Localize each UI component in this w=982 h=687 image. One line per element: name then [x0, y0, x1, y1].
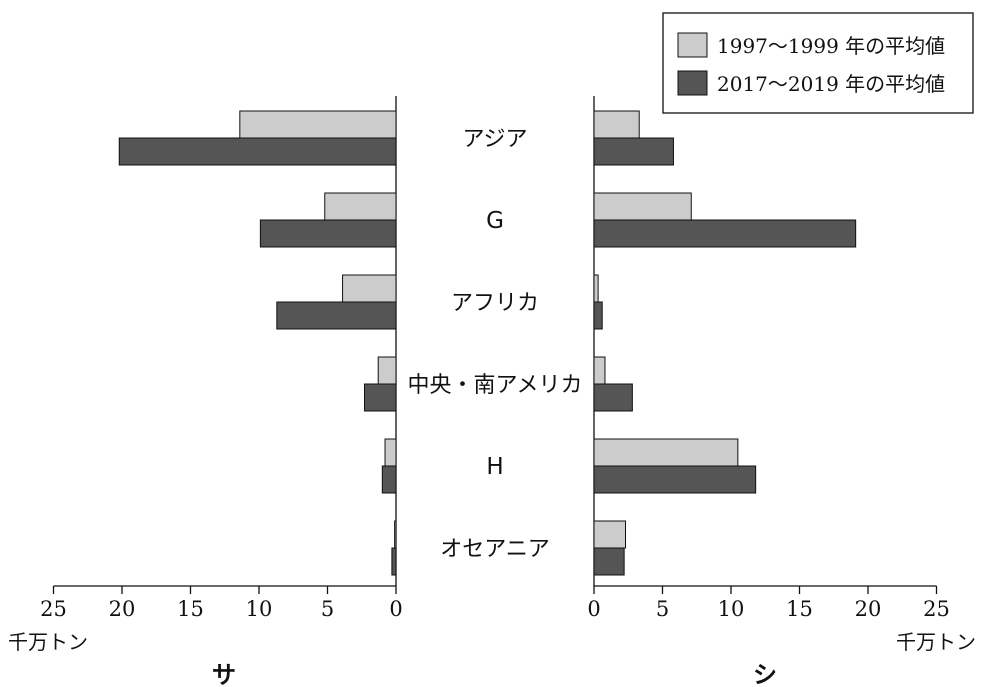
bar-panel-2-series-2 — [593, 465, 757, 494]
bar-panel-1-series-1 — [324, 192, 397, 221]
legend-box — [662, 12, 974, 114]
bar-panel-2-series-2 — [593, 547, 625, 576]
bar-panel-2-series-1 — [593, 192, 692, 221]
legend-swatch — [677, 32, 708, 58]
tick-label: 15 — [786, 597, 813, 621]
tick-label: 10 — [718, 597, 745, 621]
bar-panel-2-series-1 — [593, 438, 739, 467]
tick-label: 25 — [40, 597, 67, 621]
tick-label: 5 — [321, 597, 334, 621]
bar-panel-1-series-2 — [118, 137, 397, 166]
tick-label: 20 — [855, 597, 882, 621]
tick-label: 0 — [587, 597, 600, 621]
category-label: G — [486, 208, 504, 234]
bar-panel-1-series-1 — [342, 274, 397, 303]
bar-panel-1-series-2 — [276, 301, 397, 330]
category-label: H — [486, 454, 503, 480]
bar-panel-2-series-2 — [593, 137, 674, 166]
left-unit-label: 千万トン — [8, 630, 88, 654]
bar-panel-2-series-1 — [593, 110, 640, 139]
bar-panel-1-series-2 — [259, 219, 397, 248]
legend-swatch — [677, 70, 708, 96]
tick-label: 0 — [389, 597, 402, 621]
bar-panel-1-series-1 — [394, 520, 397, 549]
category-label: 中央・南アメリカ — [408, 373, 583, 398]
tick-label: 20 — [109, 597, 136, 621]
tick-label: 15 — [177, 597, 204, 621]
tick-label: 25 — [923, 597, 950, 621]
right-unit-label: 千万トン — [896, 630, 976, 654]
panel-label: シ — [753, 661, 777, 687]
panel-label: サ — [212, 661, 236, 687]
bar-panel-2-series-2 — [593, 301, 603, 330]
legend-entry: 2017～2019 年の平均値 — [717, 72, 945, 96]
tick-label: 10 — [246, 597, 273, 621]
bar-panel-2-series-2 — [593, 383, 633, 412]
category-label: アジア — [462, 127, 527, 152]
bar-panel-1-series-2 — [391, 547, 397, 576]
category-label: オセアニア — [440, 537, 550, 562]
bar-panel-1-series-2 — [363, 383, 397, 412]
bar-panel-2-series-1 — [593, 356, 606, 385]
category-label: アフリカ — [451, 291, 539, 316]
bar-panel-1-series-1 — [384, 438, 397, 467]
bar-panel-2-series-1 — [593, 520, 627, 549]
bar-panel-1-series-2 — [381, 465, 397, 494]
legend-entry: 1997～1999 年の平均値 — [717, 34, 945, 58]
tick-label: 5 — [656, 597, 669, 621]
bar-panel-1-series-1 — [239, 110, 397, 139]
bar-panel-2-series-1 — [593, 274, 599, 303]
bar-panel-2-series-2 — [593, 219, 857, 248]
bar-panel-1-series-1 — [377, 356, 397, 385]
